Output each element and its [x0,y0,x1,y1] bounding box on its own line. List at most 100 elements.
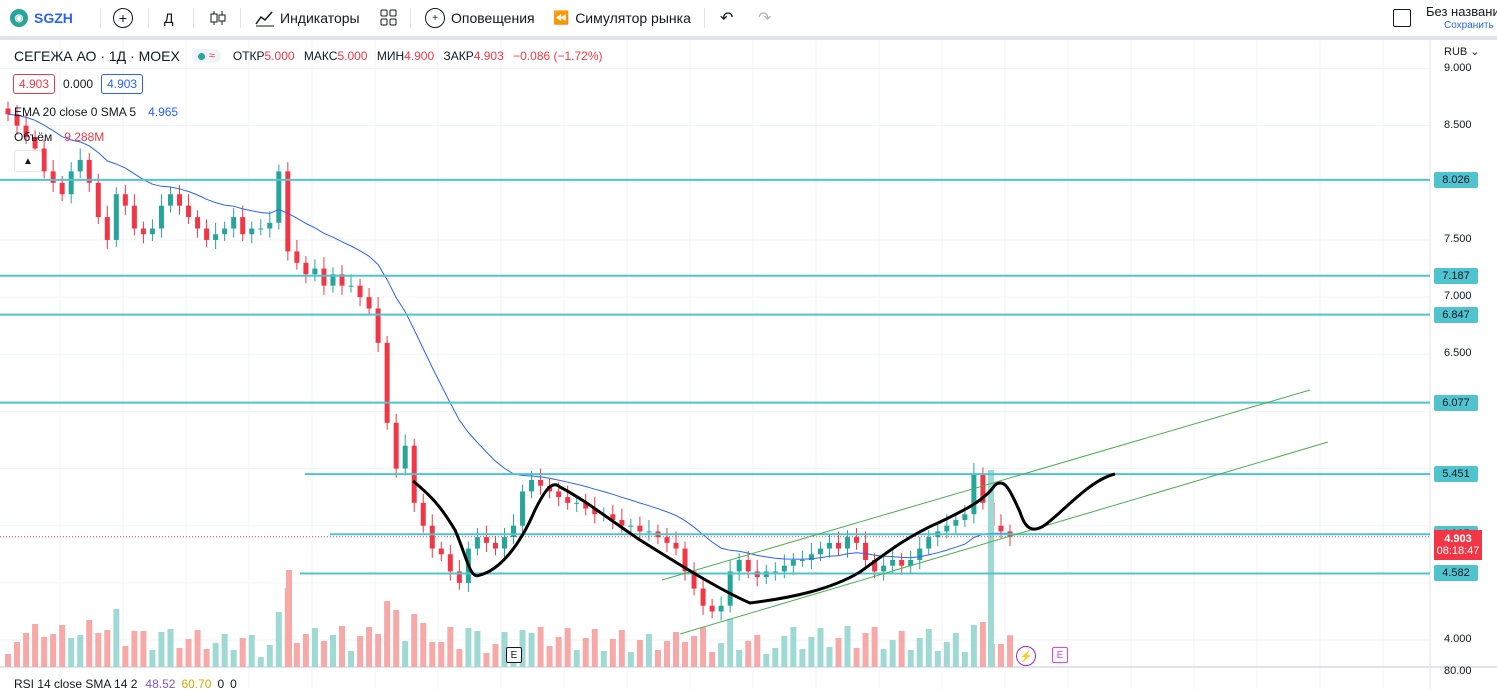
candle-body [863,542,869,560]
volume-bar [988,470,994,667]
dividend-bolt-icon[interactable]: ⚡ [1016,646,1036,666]
layout-title[interactable]: Без названи [1426,4,1497,19]
volume-bar [952,633,959,667]
candle-body [366,297,372,309]
layout-checkbox[interactable] [1393,9,1411,27]
interval-button[interactable]: Д [164,0,173,36]
candle-body [736,559,742,572]
volume-bar [555,637,562,667]
bid-box[interactable]: 4.903 [13,74,56,94]
volume-bar [293,643,300,667]
volume-bar [375,634,382,667]
candle-body [312,268,318,275]
templates-button[interactable] [380,0,398,36]
currency-label: RUB [1444,46,1468,58]
candle-body [195,217,201,229]
candle-body [944,525,950,532]
ema-legend[interactable]: EMA 20 close 0 SMA 5 4.965 [14,105,178,119]
rsi-legend[interactable]: RSI 14 close SMA 14 2 48.52 60.70 0 0 [14,677,237,691]
candle-body [808,554,814,560]
toolbar-border [0,36,1497,40]
toolbar-divider [704,8,705,28]
volume-bar [194,630,201,667]
candle-body [240,217,246,235]
grid-icon [380,9,397,26]
compare-button[interactable]: + [113,0,133,36]
candle-body [872,559,878,572]
indicators-icon [255,11,274,27]
volume-bar [393,610,400,667]
earnings-marker-upcoming[interactable]: E [1052,647,1068,663]
chart-type-button[interactable] [209,0,227,36]
alerts-button[interactable]: + Оповещения [425,0,535,36]
plus-circle-icon: + [113,8,133,28]
high-label: МАКС [303,49,338,63]
volume-bar [420,623,427,667]
market-status-badge[interactable]: ≈ [191,49,221,63]
candle-body [95,182,101,218]
current-price-value: 4.903 [1444,533,1472,545]
candle-body [5,108,11,115]
candle-body [167,194,173,206]
rsi-value-1: 48.52 [145,677,176,691]
candle-body [402,445,408,469]
candle-body [953,519,959,526]
candle-body [619,519,625,526]
currency-selector[interactable]: RUB ⌄ [1444,45,1480,58]
candle-body [68,171,74,195]
volume-bar [871,627,878,667]
volume-bar [663,641,670,667]
volume-bar [50,634,57,667]
candle-body [186,205,192,218]
candle-body [267,222,273,229]
candle-body [59,182,65,195]
candle-body [691,571,697,589]
chevron-down-icon: ⌄ [1470,46,1480,58]
level-price-label: 5.451 [1434,466,1478,483]
status-dot-icon [197,52,205,60]
volume-bar [32,624,39,667]
change-value: −0.086 (−1.72%) [513,49,603,63]
candle-body [565,497,571,503]
volume-bar [474,631,481,667]
volume-bar [564,628,571,667]
volume-bar [745,641,752,667]
price-axis-tick: 7.000 [1444,290,1472,303]
replay-button[interactable]: ⏪ Симулятор рынка [553,0,691,36]
volume-bar [411,614,418,667]
earnings-marker[interactable]: E [506,647,522,663]
candle-body [628,525,634,527]
ohlc-values: ОТКР5.000 МАКС5.000 МИН4.900 ЗАКР4.903 −… [233,49,609,63]
collapse-legend-button[interactable]: ▲ [14,150,42,172]
volume-bar [691,636,698,667]
indicators-label: Индикаторы [280,10,360,26]
close-value: 4.903 [473,49,504,63]
symbol-search-button[interactable]: ◉ SGZH [10,0,73,36]
open-label: ОТКР [232,49,265,63]
volume-bar [519,630,526,667]
candle-body [926,537,932,549]
volume-bar [286,570,292,667]
volume-bar [329,635,336,667]
volume-bar [167,629,174,667]
volume-bar [456,649,463,667]
volume-bar [95,633,102,667]
candle-body [908,559,914,566]
undo-button[interactable]: ↶ [720,0,733,36]
volume-bar [1007,635,1013,667]
chart-legend: СЕГЕЖА АО · 1Д · MOEX ≈ ОТКР5.000 МАКС5.… [14,48,609,64]
legend-symbol-title[interactable]: СЕГЕЖА АО · 1Д · MOEX [14,48,180,64]
candle-body [790,559,796,566]
current-price-label: 4.903 08:18:47 [1434,530,1482,560]
layout-save-link[interactable]: Сохранить [1444,20,1494,31]
redo-button[interactable]: ↷ [758,0,771,36]
volume-bar [916,638,923,667]
volume-legend[interactable]: Объём 9.288M [14,130,104,144]
indicators-button[interactable]: Индикаторы [255,0,360,36]
candle-body [781,565,787,572]
candle-body [231,217,237,229]
candle-body [520,491,526,526]
ema-label: EMA 20 close 0 SMA 5 [14,105,137,119]
ask-box[interactable]: 4.903 [101,74,144,94]
